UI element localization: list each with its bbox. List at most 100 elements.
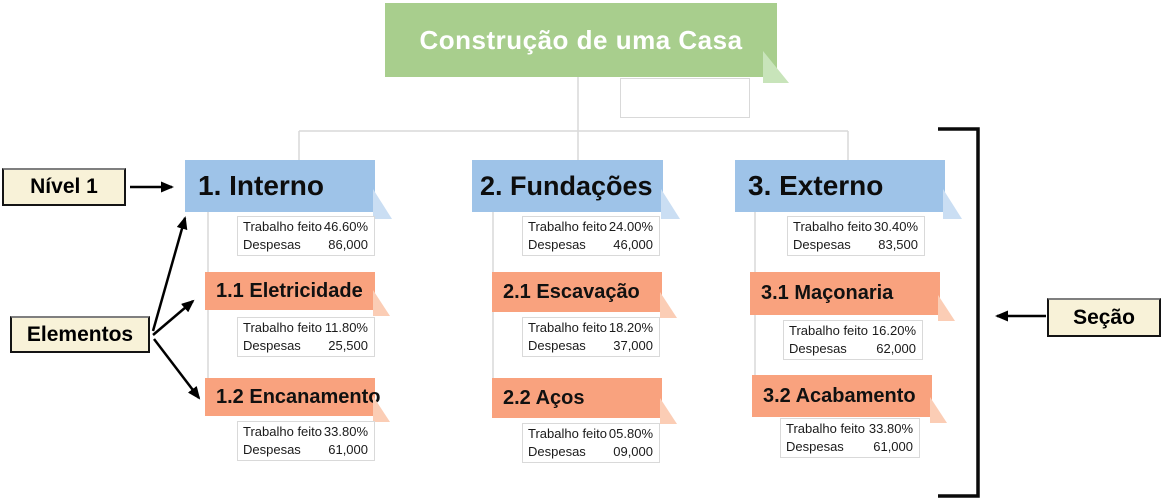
wbs-node-fundacoes[interactable]: 2. Fundações	[472, 160, 680, 219]
folded-corner	[661, 189, 680, 219]
callout-secao[interactable]: Seção	[1047, 298, 1161, 337]
metrics-box: Trabalho feito 16.20% Despesas 62,000	[783, 320, 923, 360]
metric-value: 86,000	[328, 237, 368, 252]
metrics-box: Trabalho feito 46.60% Despesas 86,000	[237, 216, 375, 256]
metric-row: Trabalho feito 46.60%	[243, 218, 368, 236]
folded-corner	[763, 51, 789, 83]
metric-value: 30.40%	[873, 219, 918, 234]
empty-placeholder-box	[620, 78, 750, 118]
folded-corner	[373, 396, 390, 422]
metrics-box: Trabalho feito 33.80% Despesas 61,000	[780, 418, 920, 458]
folded-corner	[373, 189, 392, 219]
node-title: 2. Fundações	[480, 170, 653, 201]
callout-label: Nível 1	[30, 175, 98, 198]
callout-label: Elementos	[26, 322, 134, 346]
node-title: 1.2 Encanamento	[216, 385, 381, 408]
metrics-box: Trabalho feito 11.80% Despesas 25,500	[237, 317, 375, 357]
metric-value: 83,500	[878, 237, 918, 252]
metric-value: 33.80%	[868, 421, 913, 436]
callout-label: Seção	[1073, 305, 1135, 329]
metric-label: Trabalho feito	[528, 426, 608, 441]
metric-value: 24.00%	[608, 219, 653, 234]
metric-value: 62,000	[876, 341, 916, 356]
metric-label: Despesas	[793, 237, 851, 252]
metric-row: Trabalho feito 18.20%	[528, 319, 653, 337]
metric-row: Trabalho feito 24.00%	[528, 218, 653, 236]
metric-row: Trabalho feito 33.80%	[243, 423, 368, 441]
node-title: 3.1 Maçonaria	[761, 282, 894, 304]
callout-elementos[interactable]: Elementos	[10, 316, 150, 353]
wbs-node-escavacao[interactable]: 2.1 Escavação	[492, 272, 677, 318]
metric-value: 16.20%	[871, 323, 916, 338]
node-title: 2.1 Escavação	[503, 280, 640, 303]
wbs-node-eletricidade[interactable]: 1.1 Eletricidade	[205, 272, 390, 316]
metric-row: Trabalho feito 16.20%	[789, 322, 916, 340]
wbs-node-externo[interactable]: 3. Externo	[735, 160, 962, 219]
metrics-box: Trabalho feito 24.00% Despesas 46,000	[522, 216, 660, 256]
metric-label: Trabalho feito	[793, 219, 873, 234]
metric-label: Trabalho feito	[789, 323, 869, 338]
metric-row: Despesas 09,000	[528, 443, 653, 461]
wbs-node-acos[interactable]: 2.2 Aços	[492, 378, 677, 424]
metric-label: Despesas	[243, 338, 301, 353]
metric-label: Despesas	[528, 237, 586, 252]
metric-label: Trabalho feito	[528, 320, 608, 335]
metric-value: 09,000	[613, 444, 653, 459]
arrow-elementos-1	[151, 216, 188, 332]
metric-label: Despesas	[528, 338, 586, 353]
node-title: 3.2 Acabamento	[763, 384, 916, 407]
wbs-node-interno[interactable]: 1. Interno	[185, 160, 392, 219]
metrics-box: Trabalho feito 33.80% Despesas 61,000	[237, 421, 375, 461]
wbs-node-acabamento[interactable]: 3.2 Acabamento	[752, 375, 947, 423]
folded-corner	[938, 295, 955, 321]
metric-row: Trabalho feito 05.80%	[528, 425, 653, 443]
metric-row: Despesas 25,500	[243, 337, 368, 355]
wbs-node-encanamento[interactable]: 1.2 Encanamento	[205, 378, 390, 422]
metric-value: 18.20%	[608, 320, 653, 335]
metric-value: 37,000	[613, 338, 653, 353]
metrics-box: Trabalho feito 05.80% Despesas 09,000	[522, 423, 660, 463]
metric-label: Trabalho feito	[243, 219, 323, 234]
wbs-root-node[interactable]: Construção de uma Casa	[385, 3, 789, 83]
arrow-elementos-3	[153, 338, 201, 400]
callout-nivel-1[interactable]: Nível 1	[2, 168, 126, 206]
metric-row: Despesas 62,000	[789, 340, 916, 358]
node-title: 3. Externo	[748, 170, 884, 201]
root-title: Construção de uma Casa	[419, 24, 743, 55]
metric-row: Despesas 61,000	[243, 441, 368, 459]
metric-value: 46,000	[613, 237, 653, 252]
metric-value: 25,500	[328, 338, 368, 353]
folded-corner	[943, 189, 962, 219]
node-title: 1. Interno	[198, 170, 325, 201]
metrics-box: Trabalho feito 30.40% Despesas 83,500	[787, 216, 925, 256]
metric-label: Trabalho feito	[243, 320, 323, 335]
folded-corner	[660, 398, 677, 424]
metrics-box: Trabalho feito 18.20% Despesas 37,000	[522, 317, 660, 357]
arrow-elementos-2	[152, 299, 195, 336]
metric-row: Despesas 37,000	[528, 337, 653, 355]
metric-row: Despesas 86,000	[243, 236, 368, 254]
wbs-node-maconaria[interactable]: 3.1 Maçonaria	[750, 272, 955, 321]
folded-corner	[660, 292, 677, 318]
metric-label: Despesas	[243, 237, 301, 252]
folded-corner	[373, 290, 390, 316]
node-title: 2.2 Aços	[503, 386, 585, 409]
metric-label: Trabalho feito	[528, 219, 608, 234]
metric-label: Despesas	[786, 439, 844, 454]
node-title: 1.1 Eletricidade	[216, 279, 363, 302]
metric-label: Despesas	[528, 444, 586, 459]
metric-row: Despesas 46,000	[528, 236, 653, 254]
metric-label: Trabalho feito	[786, 421, 866, 436]
metric-row: Trabalho feito 11.80%	[243, 319, 368, 337]
metric-row: Trabalho feito 30.40%	[793, 218, 918, 236]
metric-value: 33.80%	[323, 424, 368, 439]
metric-label: Despesas	[243, 442, 301, 457]
metric-row: Despesas 61,000	[786, 438, 913, 456]
folded-corner	[930, 397, 947, 423]
metric-value: 61,000	[873, 439, 913, 454]
metric-value: 61,000	[328, 442, 368, 457]
metric-value: 05.80%	[608, 426, 653, 441]
metric-row: Despesas 83,500	[793, 236, 918, 254]
metric-value: 46.60%	[323, 219, 368, 234]
